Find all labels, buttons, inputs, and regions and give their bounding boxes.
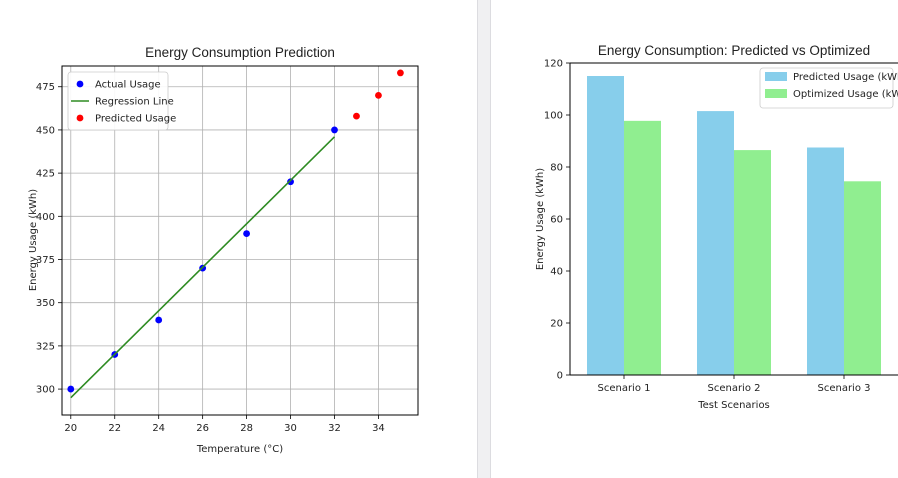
legend-label: Predicted Usage (kWh) bbox=[793, 72, 898, 83]
legend-swatch bbox=[765, 89, 787, 98]
x-tick-label: 28 bbox=[240, 423, 253, 434]
x-ticks: 20 22 24 26 28 30 32 34 bbox=[64, 415, 385, 434]
y-ticks: 0 20 40 60 80 100 120 bbox=[544, 59, 570, 382]
chart-marks bbox=[587, 76, 881, 375]
panel-divider bbox=[477, 0, 491, 478]
y-tick-label: 60 bbox=[550, 215, 563, 226]
chart-marks bbox=[67, 69, 404, 399]
actual-point bbox=[287, 178, 294, 186]
x-tick-label: 22 bbox=[108, 423, 121, 434]
predicted-point bbox=[375, 91, 382, 99]
y-tick-label: 0 bbox=[557, 371, 563, 382]
bar-chart: Scenario 1 Scenario 2 Scenario 3 0 20 40 60 80… bbox=[535, 43, 898, 411]
y-tick-label: 475 bbox=[36, 82, 55, 93]
y-tick-label: 400 bbox=[36, 212, 55, 223]
legend-label: Actual Usage bbox=[95, 80, 161, 91]
x-axis-label: Temperature (°C) bbox=[196, 444, 283, 455]
legend: Actual Usage Regression Line Predicted Usa… bbox=[67, 71, 176, 131]
legend-box bbox=[67, 71, 169, 131]
x-tick-label: 20 bbox=[64, 423, 77, 434]
chart-title: Energy Consumption Prediction bbox=[145, 45, 335, 60]
x-tick-label: Scenario 1 bbox=[597, 383, 650, 394]
legend-dot-swatch bbox=[76, 80, 84, 88]
predicted-bar bbox=[697, 111, 734, 375]
y-tick-label: 450 bbox=[36, 125, 55, 136]
actual-point bbox=[243, 230, 250, 237]
scatter-chart: 20 22 24 26 28 30 32 34 300 325 350 375 400 425 450 47… bbox=[28, 45, 419, 455]
x-axis-label: Test Scenarios bbox=[697, 400, 770, 411]
legend-label: Regression Line bbox=[95, 97, 174, 108]
predicted-bar bbox=[807, 147, 844, 375]
x-tick-label: Scenario 2 bbox=[707, 383, 760, 394]
y-axis-label: Energy Usage (kWh) bbox=[28, 189, 39, 291]
optimized-bar bbox=[734, 150, 771, 375]
legend-label: Predicted Usage bbox=[95, 114, 176, 125]
legend-label: Optimized Usage (kWh) bbox=[793, 89, 898, 100]
y-ticks: 300 325 350 375 400 425 450 475 bbox=[36, 82, 62, 396]
y-tick-label: 325 bbox=[36, 341, 55, 352]
y-tick-label: 20 bbox=[550, 319, 563, 330]
x-tick-label: Scenario 3 bbox=[817, 383, 870, 394]
x-ticks: Scenario 1 Scenario 2 Scenario 3 bbox=[597, 375, 871, 394]
chart-title: Energy Consumption: Predicted vs Optimiz… bbox=[598, 43, 870, 58]
regression-line bbox=[70, 136, 336, 399]
plot-frame bbox=[61, 65, 419, 416]
x-tick-label: 34 bbox=[372, 423, 385, 434]
predicted-point bbox=[353, 112, 360, 120]
y-tick-label: 300 bbox=[36, 385, 55, 396]
predicted-point bbox=[397, 69, 404, 77]
y-tick-label: 120 bbox=[544, 59, 563, 70]
x-tick-label: 24 bbox=[152, 423, 165, 434]
y-tick-label: 375 bbox=[36, 255, 55, 266]
legend-dot-swatch bbox=[76, 114, 84, 122]
x-tick-label: 30 bbox=[284, 423, 297, 434]
predicted-bar bbox=[587, 76, 624, 375]
y-tick-label: 80 bbox=[550, 163, 563, 174]
optimized-bar bbox=[844, 181, 881, 375]
optimized-bar bbox=[624, 120, 661, 375]
actual-point bbox=[155, 316, 163, 324]
y-axis-label: Energy Usage (kWh) bbox=[535, 168, 546, 270]
actual-point bbox=[67, 385, 75, 393]
actual-point bbox=[331, 126, 338, 134]
legend-box bbox=[759, 67, 894, 109]
y-tick-label: 425 bbox=[36, 169, 55, 180]
y-tick-label: 40 bbox=[550, 267, 563, 278]
y-tick-label: 350 bbox=[36, 298, 55, 309]
legend: Predicted Usage (kWh) Optimized Usage (kW… bbox=[759, 67, 898, 109]
y-tick-label: 100 bbox=[544, 111, 563, 122]
x-tick-label: 26 bbox=[196, 423, 209, 434]
legend-swatch bbox=[765, 72, 787, 81]
x-tick-label: 32 bbox=[328, 423, 341, 434]
